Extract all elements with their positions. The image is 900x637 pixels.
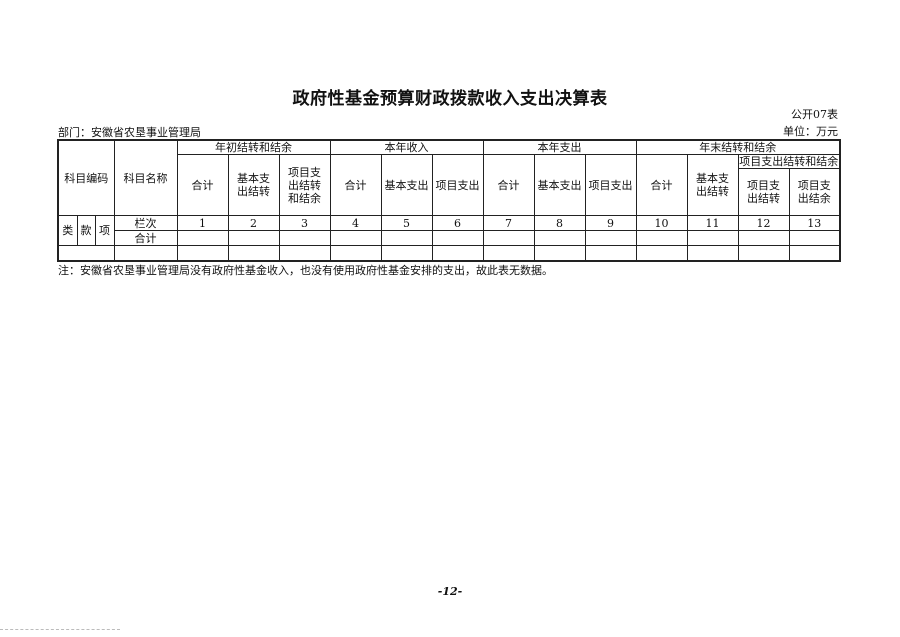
cell	[686, 230, 739, 246]
col-header: 合计	[176, 154, 229, 216]
col-header: 基本支出	[533, 154, 586, 216]
col-number: 3	[278, 215, 331, 231]
col-number: 11	[686, 215, 739, 231]
cell	[635, 245, 688, 261]
col-number: 8	[533, 215, 586, 231]
scan-artifact-line	[0, 629, 120, 630]
cell	[227, 245, 280, 261]
cell	[176, 245, 229, 261]
col-header: 合计	[635, 154, 688, 216]
group-header: 年末结转和结余	[635, 139, 841, 155]
col-number: 2	[227, 215, 280, 231]
total-row: 合计	[58, 230, 841, 246]
unit-label: 单位：万元	[783, 125, 838, 138]
name-header: 科目名称	[113, 139, 178, 216]
cell	[227, 230, 280, 246]
cell	[737, 230, 790, 246]
row-label: 栏次	[113, 215, 178, 231]
cell	[380, 245, 433, 261]
cell	[482, 230, 535, 246]
cell	[380, 230, 433, 246]
cell	[788, 245, 841, 261]
page-title: 政府性基金预算财政拨款收入支出决算表	[292, 89, 608, 109]
code-item: 项	[94, 215, 115, 246]
cell	[113, 245, 178, 261]
col-header: 项目支出结转和结余	[278, 154, 331, 216]
col-number: 9	[584, 215, 637, 231]
cell	[686, 245, 739, 261]
col-header: 基本支出结转	[227, 154, 280, 216]
group-header: 本年收入	[329, 139, 484, 155]
col-number: 4	[329, 215, 382, 231]
col-number: 5	[380, 215, 433, 231]
col-number: 1	[176, 215, 229, 231]
cell	[584, 230, 637, 246]
cell	[431, 245, 484, 261]
cell	[533, 245, 586, 261]
cell	[176, 230, 229, 246]
cell	[635, 230, 688, 246]
group-header: 年初结转和结余	[176, 139, 331, 155]
group-header: 本年支出	[482, 139, 637, 155]
footnote: 注：安徽省农垦事业管理局没有政府性基金收入，也没有使用政府性基金安排的支出，故此…	[58, 264, 553, 277]
col-number: 13	[788, 215, 841, 231]
cell	[329, 245, 382, 261]
empty-row	[57, 245, 841, 261]
col-header: 合计	[482, 154, 535, 216]
subgroup-header: 项目支出结转和结余	[737, 154, 841, 169]
cell	[329, 230, 382, 246]
cell	[533, 230, 586, 246]
code-header: 科目编码	[57, 139, 115, 216]
col-number: 10	[635, 215, 688, 231]
col-header: 项目支出	[431, 154, 484, 216]
cell	[278, 245, 331, 261]
col-header: 项目支出	[584, 154, 637, 216]
cell	[57, 245, 115, 261]
department-label: 部门：安徽省农垦事业管理局	[58, 126, 201, 139]
cell	[788, 230, 841, 246]
col-number: 12	[737, 215, 790, 231]
col-number: 6	[431, 215, 484, 231]
col-number: 7	[482, 215, 535, 231]
page-number: -12-	[437, 585, 463, 598]
cell	[482, 245, 535, 261]
code-section: 款	[76, 215, 96, 246]
fund-table: 科目编码 科目名称 年初结转和结余 本年收入 本年支出 年末结转和结余 合计 基…	[57, 139, 842, 262]
cell	[584, 245, 637, 261]
cell	[278, 230, 331, 246]
code-class: 类	[57, 215, 78, 246]
col-header: 项目支出结转	[737, 168, 790, 216]
col-header: 合计	[329, 154, 382, 216]
col-header: 项目支出结余	[788, 168, 841, 216]
col-header: 基本支出	[380, 154, 433, 216]
col-header: 基本支出结转	[686, 154, 739, 216]
cell	[431, 230, 484, 246]
form-number: 公开07表	[791, 108, 838, 121]
cell	[737, 245, 790, 261]
row-label: 合计	[113, 230, 178, 246]
